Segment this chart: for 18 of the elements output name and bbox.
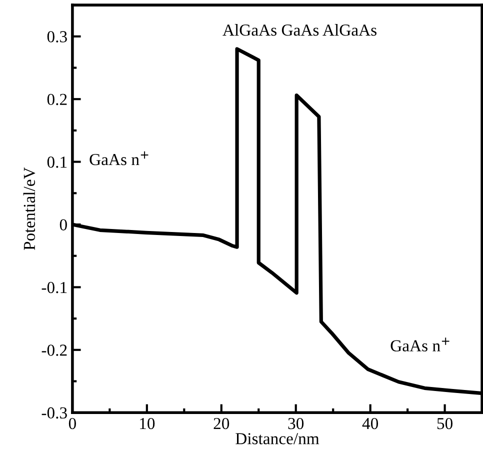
y-tick-label: 0.2 — [47, 94, 67, 106]
x-tick-label: 40 — [362, 418, 378, 430]
annotation: GaAs n$^{+}$ — [90, 151, 148, 166]
x-tick-label: 50 — [437, 418, 452, 430]
y-tick-label: -0.2 — [42, 344, 67, 356]
x-tick-label: 0 — [68, 418, 76, 430]
y-tick-label: 0 — [60, 219, 67, 230]
annotation: GaAs n$^{+}$ — [390, 338, 450, 352]
y-tick-label: -0.3 — [42, 407, 67, 419]
x-tick-label: 10 — [140, 418, 155, 430]
annotation: AlGaAs GaAs AlGaAs — [222, 24, 376, 36]
x-tick-label: 20 — [214, 418, 230, 430]
y-tick-label: 0.1 — [47, 156, 67, 168]
x-axis-title: Distance/nm — [236, 433, 320, 444]
x-tick-label: 30 — [288, 418, 304, 430]
y-axis-title: Potential/eV — [23, 167, 36, 250]
y-tick-label: -0.1 — [42, 282, 67, 294]
y-tick-label: 0.3 — [47, 31, 67, 42]
